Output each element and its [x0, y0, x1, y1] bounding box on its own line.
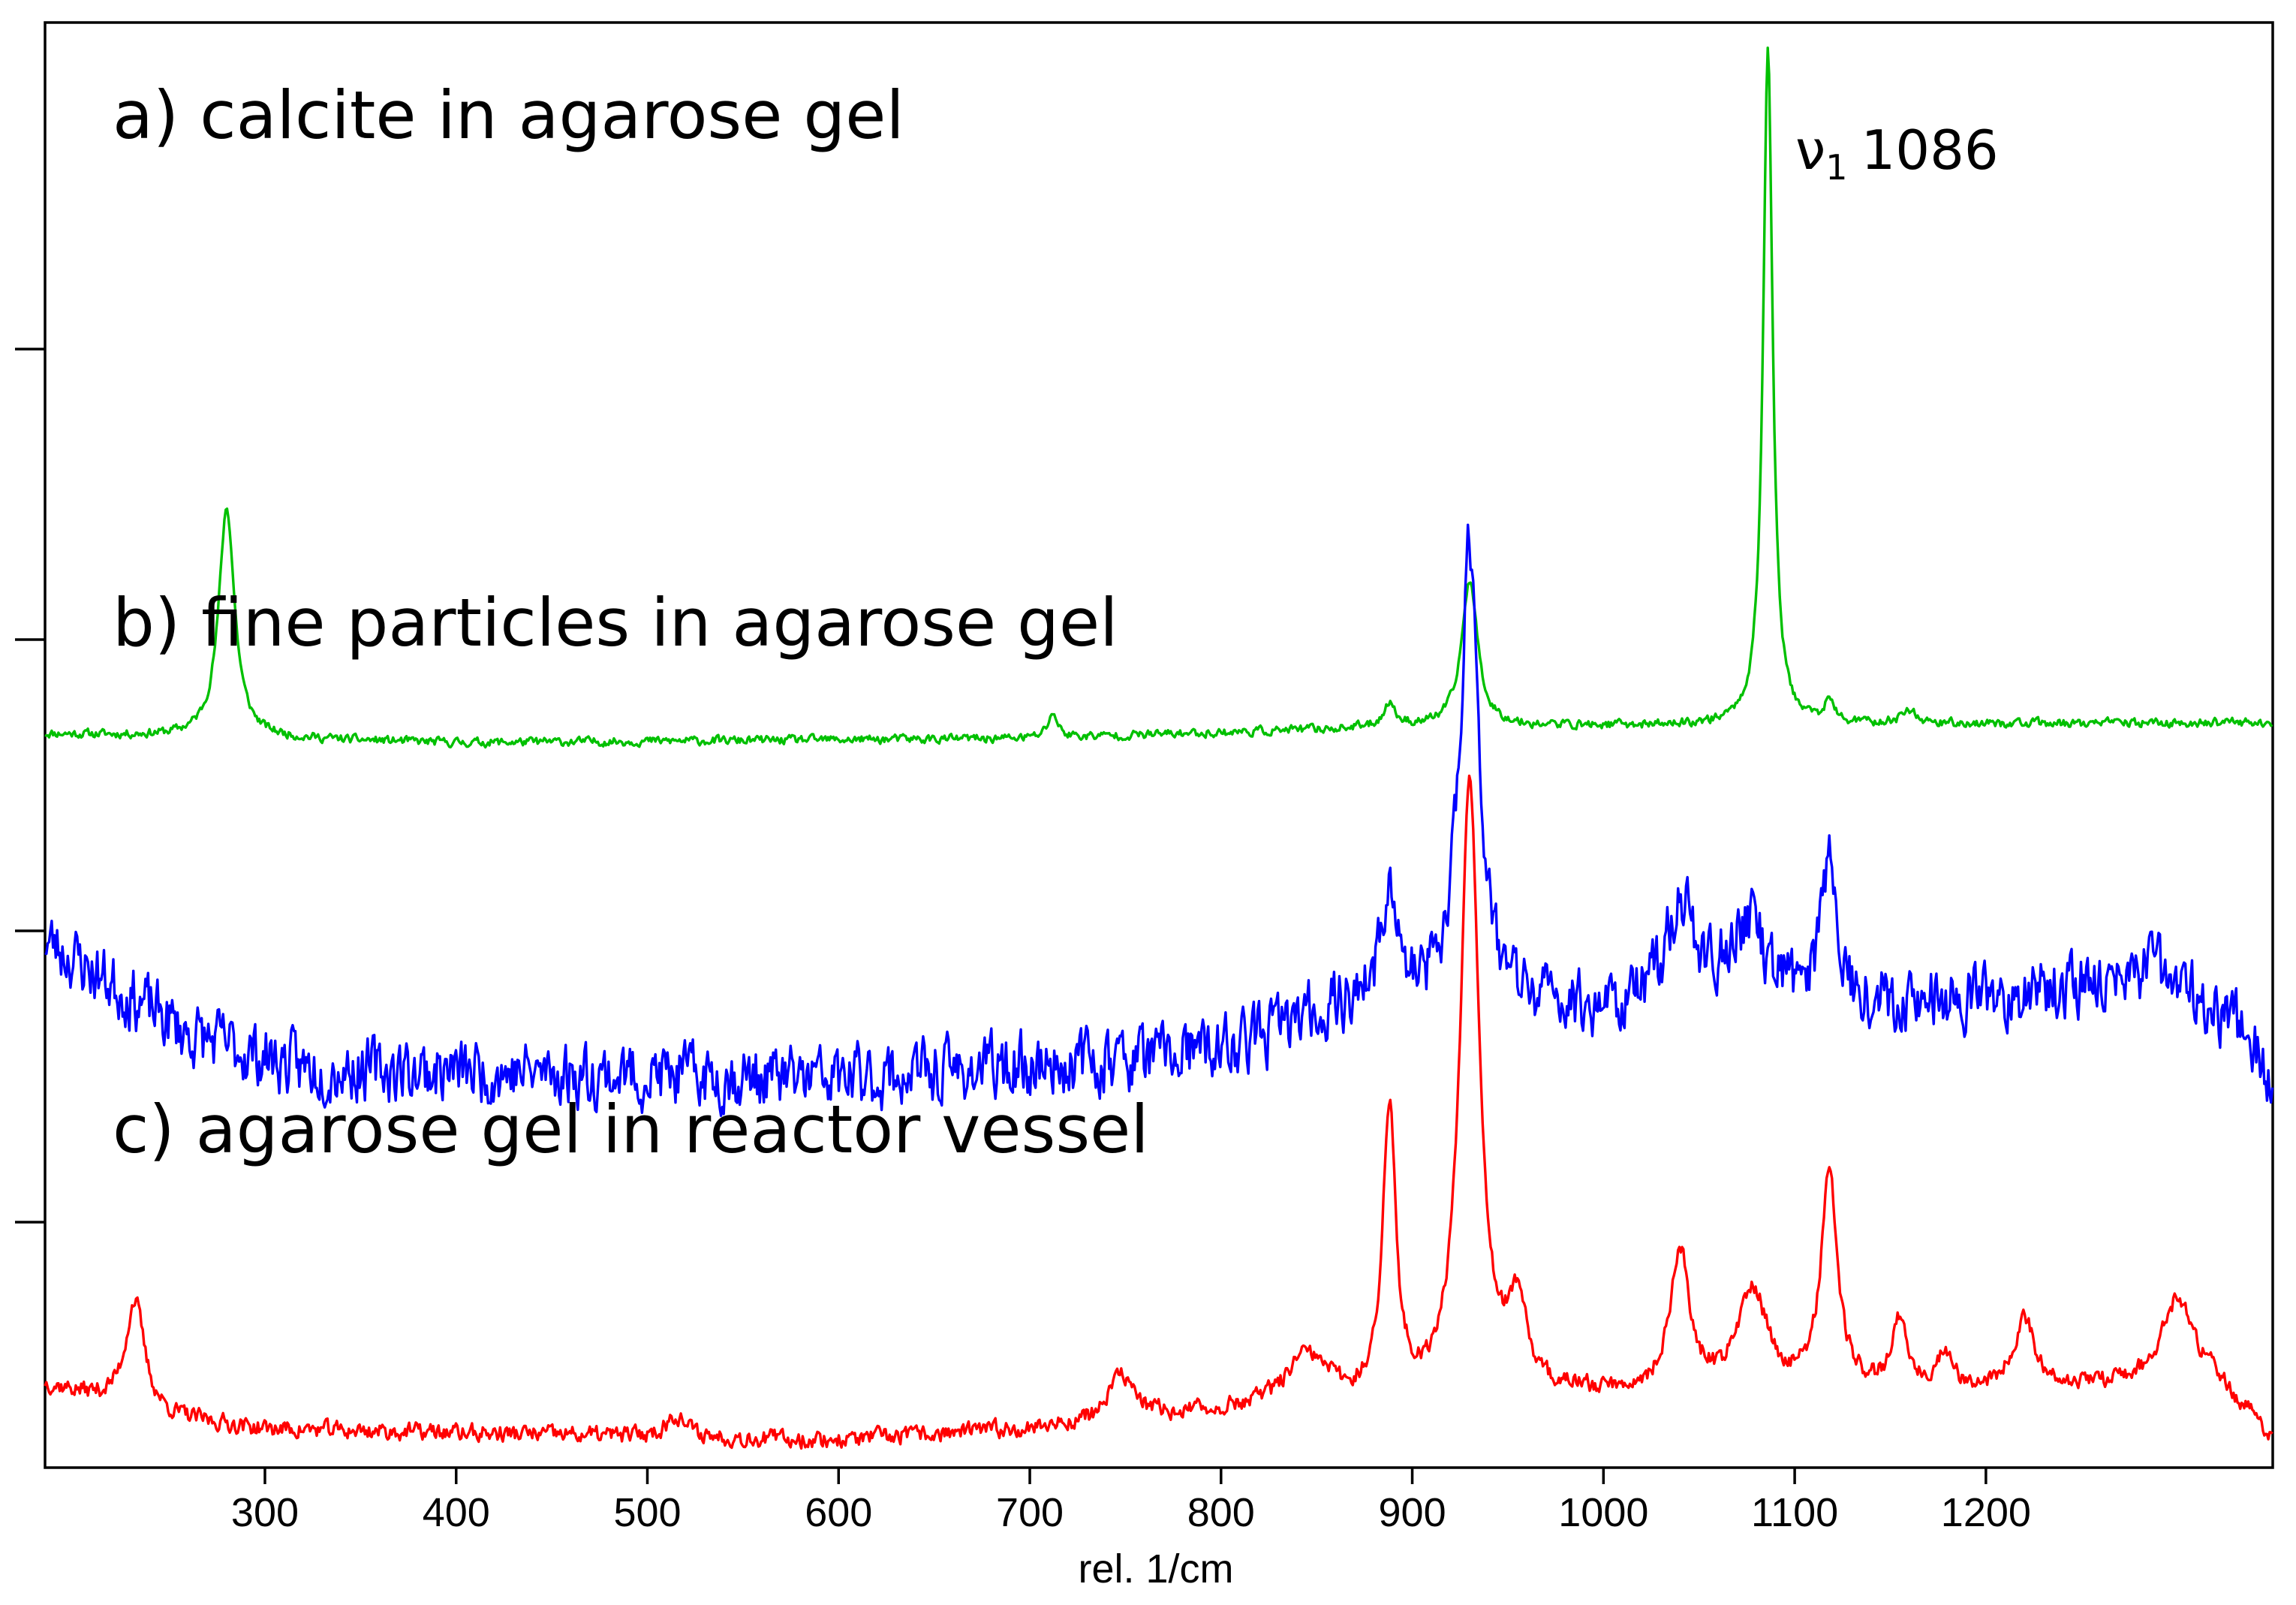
- x-tick-label: 900: [1379, 1490, 1446, 1535]
- x-tick-label: 700: [996, 1490, 1064, 1535]
- annotation-value: 1086: [1861, 119, 1999, 182]
- x-tick-label: 800: [1187, 1490, 1255, 1535]
- x-tick-label: 1200: [1941, 1490, 2031, 1535]
- annotation-subscript: 1: [1825, 147, 1847, 188]
- plot-frame: [44, 21, 2274, 1469]
- legend-label-a: a) calcite in agarose gel: [113, 77, 904, 154]
- y-axis-ticks: [15, 348, 45, 1224]
- x-tick-label: 1000: [1558, 1490, 1648, 1535]
- legend-label-c: c) agarose gel in reactor vessel: [113, 1091, 1149, 1168]
- x-tick-label: 500: [613, 1490, 681, 1535]
- x-tick-label: 400: [423, 1490, 490, 1535]
- peak-annotation-nu1: ν1 1086: [1795, 119, 1999, 188]
- x-axis-label: rel. 1/cm: [1078, 1546, 1233, 1591]
- x-tick-label: 300: [231, 1490, 299, 1535]
- series-line-a: [44, 47, 2273, 749]
- x-axis-ticks: 300 400 500 600 700 800 900 1000 1100 1200: [231, 1468, 2031, 1535]
- annotation-symbol: ν: [1795, 119, 1825, 182]
- x-tick-label: 1100: [1751, 1490, 1838, 1535]
- series-line-c: [44, 774, 2273, 1450]
- spectra-traces: [44, 47, 2274, 1450]
- legend-label-b: b) fine particles in agarose gel: [113, 584, 1118, 661]
- series-line-b: [44, 523, 2274, 1117]
- x-tick-label: 600: [805, 1490, 872, 1535]
